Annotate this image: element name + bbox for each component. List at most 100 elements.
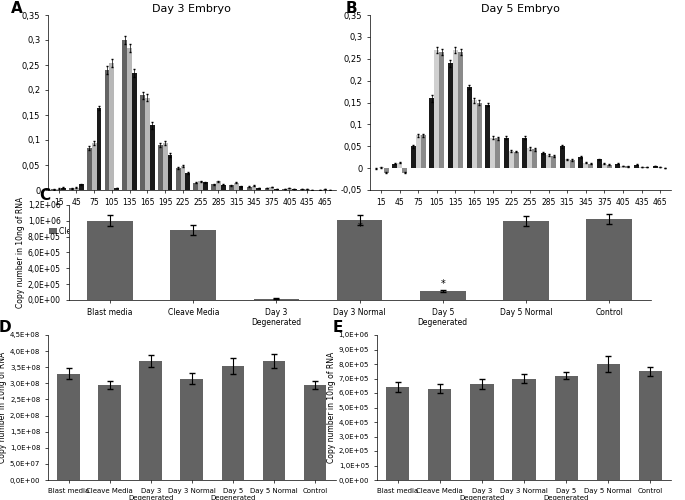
Bar: [453, 50, 458, 168]
Bar: [163, 142, 168, 190]
Bar: [621, 166, 625, 168]
Text: C: C: [40, 188, 51, 203]
Bar: [639, 167, 644, 168]
Bar: [477, 102, 482, 168]
Bar: [168, 155, 173, 190]
Bar: [570, 160, 575, 168]
Bar: [92, 142, 97, 190]
Bar: [323, 189, 327, 190]
Y-axis label: Copy number in 10ng of RNA: Copy number in 10ng of RNA: [327, 352, 336, 463]
Bar: [429, 98, 434, 168]
Legend: Blast media, Day 5 Normal, Day 5 degraded: Blast media, Day 5 Normal, Day 5 degrade…: [371, 224, 574, 238]
Bar: [132, 72, 137, 190]
Text: B: B: [346, 1, 358, 16]
Y-axis label: Copy number in 10ng of RNA: Copy number in 10ng of RNA: [0, 352, 7, 463]
Bar: [61, 188, 66, 190]
Bar: [87, 221, 133, 300]
Bar: [123, 40, 127, 190]
Bar: [264, 188, 269, 190]
Bar: [653, 166, 658, 168]
Bar: [578, 157, 583, 168]
Bar: [105, 70, 110, 190]
Bar: [87, 148, 92, 190]
Title: Day 5 Embryo: Day 5 Embryo: [481, 4, 560, 14]
Bar: [586, 219, 632, 300]
Bar: [458, 52, 463, 168]
Bar: [428, 388, 451, 480]
Bar: [305, 188, 310, 190]
Bar: [74, 188, 79, 190]
Bar: [158, 145, 163, 190]
Bar: [392, 164, 397, 168]
Bar: [615, 164, 621, 168]
Bar: [303, 385, 326, 480]
Bar: [79, 184, 84, 190]
Bar: [509, 150, 514, 168]
Bar: [634, 164, 639, 168]
Bar: [150, 125, 155, 190]
Bar: [644, 167, 649, 168]
Bar: [221, 366, 244, 480]
Bar: [658, 167, 662, 168]
Bar: [56, 188, 61, 190]
Bar: [439, 52, 445, 168]
Bar: [421, 136, 426, 168]
Text: *: *: [358, 222, 362, 232]
Bar: [434, 50, 439, 168]
Bar: [384, 168, 388, 172]
Bar: [555, 376, 577, 480]
Bar: [512, 378, 536, 480]
Bar: [110, 62, 114, 190]
Bar: [69, 188, 74, 190]
Text: A: A: [10, 1, 23, 16]
Bar: [379, 167, 384, 168]
Bar: [186, 172, 190, 190]
Bar: [337, 220, 382, 300]
Bar: [466, 87, 471, 168]
Bar: [193, 182, 198, 190]
Bar: [181, 378, 203, 480]
Bar: [560, 146, 564, 168]
Bar: [503, 221, 549, 300]
Bar: [99, 385, 121, 480]
Bar: [638, 371, 662, 480]
Bar: [541, 153, 546, 168]
Text: D: D: [0, 320, 12, 336]
Bar: [247, 186, 251, 190]
Bar: [607, 164, 612, 168]
Bar: [397, 163, 402, 168]
Bar: [490, 138, 495, 168]
Bar: [97, 108, 101, 190]
Bar: [402, 168, 407, 172]
Bar: [127, 48, 132, 190]
Bar: [523, 138, 527, 168]
Bar: [420, 292, 466, 300]
Bar: [269, 187, 274, 190]
Bar: [251, 186, 256, 190]
Bar: [216, 181, 221, 190]
Bar: [57, 374, 79, 480]
Bar: [203, 182, 208, 190]
Bar: [51, 189, 56, 190]
Bar: [588, 164, 593, 168]
Bar: [114, 188, 119, 190]
Bar: [238, 186, 243, 190]
Bar: [551, 156, 556, 168]
Bar: [300, 189, 305, 190]
Bar: [597, 160, 602, 168]
Bar: [386, 387, 410, 480]
Bar: [234, 182, 238, 190]
Bar: [597, 364, 620, 480]
Bar: [503, 138, 509, 168]
Bar: [145, 98, 150, 190]
Bar: [532, 150, 538, 168]
Bar: [171, 230, 216, 300]
Bar: [140, 95, 145, 190]
Bar: [292, 189, 297, 190]
Bar: [602, 164, 607, 168]
Bar: [211, 184, 216, 190]
Bar: [416, 136, 421, 168]
Bar: [485, 104, 490, 168]
Bar: [287, 188, 292, 190]
Bar: [256, 188, 261, 190]
